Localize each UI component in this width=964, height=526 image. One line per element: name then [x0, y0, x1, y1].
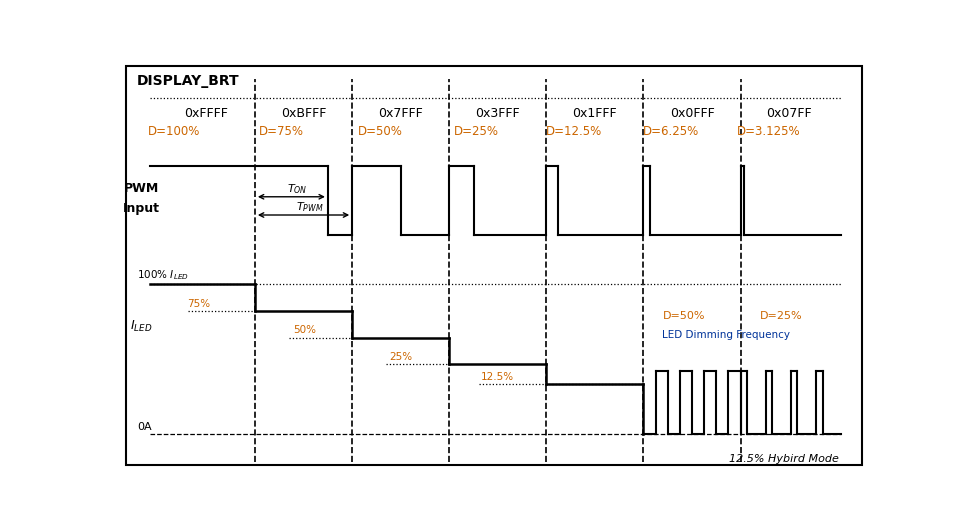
- Text: 0xBFFF: 0xBFFF: [281, 107, 326, 120]
- Text: D=25%: D=25%: [454, 126, 498, 138]
- Text: D=12.5%: D=12.5%: [546, 126, 602, 138]
- Text: DISPLAY_BRT: DISPLAY_BRT: [137, 74, 240, 88]
- Text: 0x1FFF: 0x1FFF: [573, 107, 617, 120]
- Text: 75%: 75%: [187, 299, 210, 309]
- Text: $I_{LED}$: $I_{LED}$: [130, 319, 152, 334]
- Text: 0xFFFF: 0xFFFF: [184, 107, 228, 120]
- Text: $T_{ON}$: $T_{ON}$: [287, 182, 308, 196]
- Text: PWM: PWM: [123, 182, 159, 195]
- Text: D=50%: D=50%: [358, 126, 403, 138]
- Text: Input: Input: [123, 203, 160, 216]
- Text: 50%: 50%: [293, 325, 316, 335]
- Text: 0A: 0A: [137, 422, 151, 432]
- Text: D=6.25%: D=6.25%: [643, 126, 699, 138]
- Text: 0x7FFF: 0x7FFF: [378, 107, 423, 120]
- FancyBboxPatch shape: [126, 66, 862, 465]
- Text: LED Dimming Frequency: LED Dimming Frequency: [661, 330, 790, 340]
- Text: D=50%: D=50%: [663, 311, 706, 321]
- Text: D=75%: D=75%: [258, 126, 304, 138]
- Text: 100% $I_{LED}$: 100% $I_{LED}$: [137, 268, 189, 282]
- Text: D=25%: D=25%: [761, 311, 803, 321]
- Text: 12.5%: 12.5%: [481, 372, 515, 382]
- Text: $T_{PWM}$: $T_{PWM}$: [296, 200, 323, 214]
- Text: 12.5% Hybird Mode: 12.5% Hybird Mode: [730, 454, 840, 464]
- Text: D=100%: D=100%: [148, 126, 201, 138]
- Text: 0x0FFF: 0x0FFF: [670, 107, 714, 120]
- Text: D=3.125%: D=3.125%: [737, 126, 801, 138]
- Text: 25%: 25%: [389, 352, 413, 362]
- Text: 0x07FF: 0x07FF: [766, 107, 812, 120]
- Text: 0x3FFF: 0x3FFF: [475, 107, 521, 120]
